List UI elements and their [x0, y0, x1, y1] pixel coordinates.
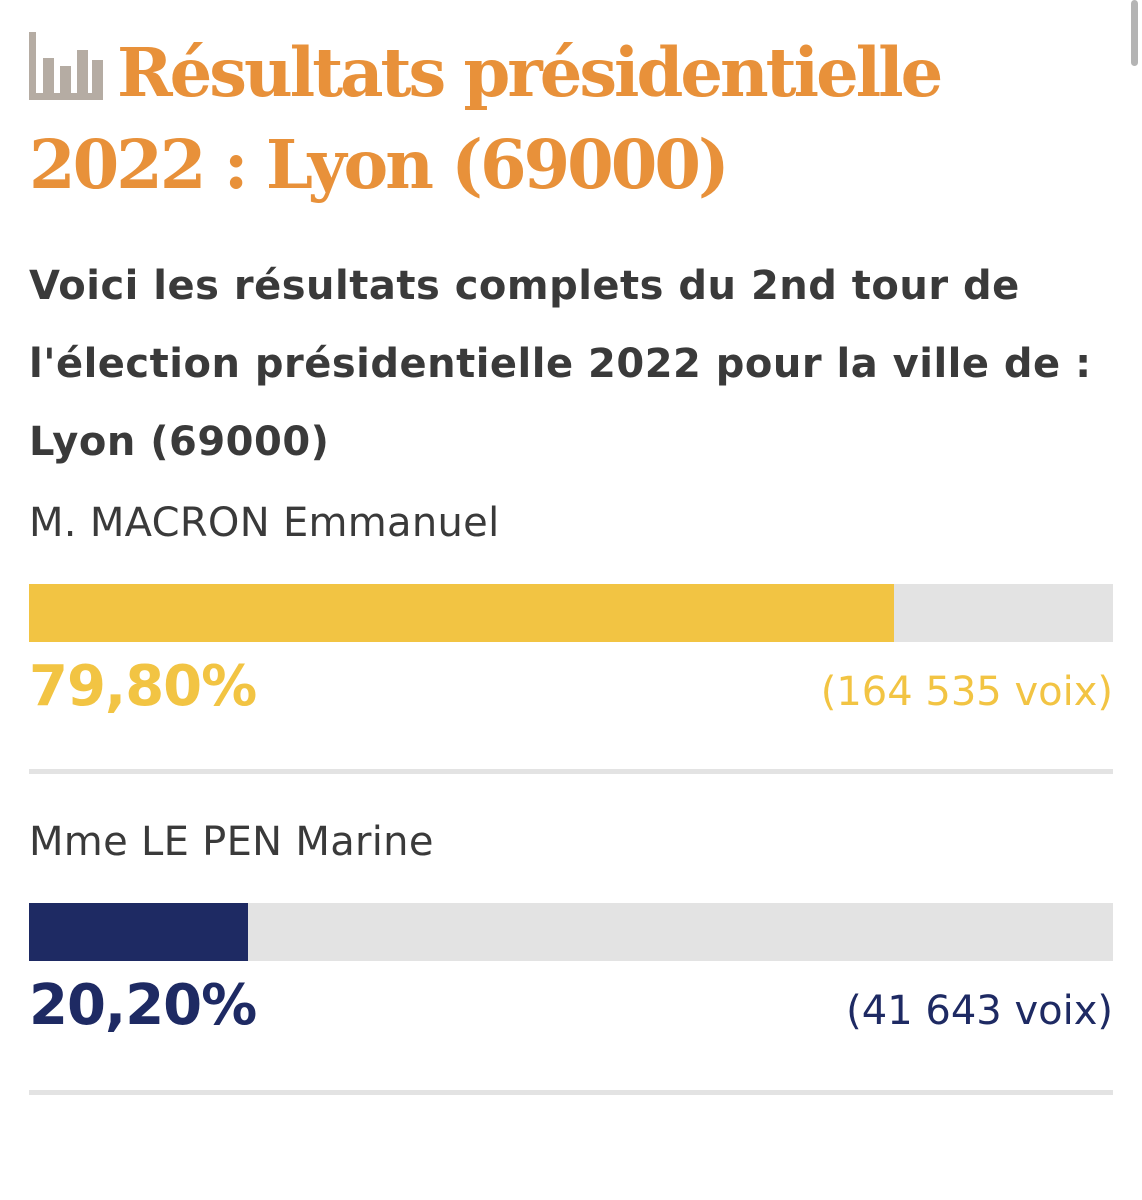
- result-bar-fill: [29, 903, 248, 961]
- results-card: Résultats présidentielle 2022 : Lyon (69…: [29, 28, 1113, 1095]
- result-bar-track: [29, 584, 1113, 642]
- divider: [29, 1090, 1113, 1095]
- candidate-le-pen: Mme LE PEN Marine 20,20% (41 643 voix): [29, 814, 1113, 1095]
- candidate-name: M. MACRON Emmanuel: [29, 500, 500, 546]
- votes-label: (41 643 voix): [846, 988, 1113, 1034]
- result-bar-track: [29, 903, 1113, 961]
- page-subtitle: Voici les résultats complets du 2nd tour…: [29, 263, 1092, 465]
- scrollbar[interactable]: [1131, 0, 1138, 66]
- page-title-text: Résultats présidentielle 2022 : Lyon (69…: [29, 33, 943, 204]
- candidate-name: Mme LE PEN Marine: [29, 819, 434, 865]
- result-bar-fill: [29, 584, 895, 642]
- result-stats: 79,80% (164 535 voix): [29, 642, 1113, 737]
- result-stats: 20,20% (41 643 voix): [29, 961, 1113, 1056]
- divider: [29, 769, 1113, 774]
- votes-label: (164 535 voix): [820, 669, 1113, 715]
- percentage-label: 79,80%: [29, 654, 257, 719]
- candidate-macron: M. MACRON Emmanuel 79,80% (164 535 voix): [29, 495, 1113, 774]
- page-title: Résultats présidentielle 2022 : Lyon (69…: [29, 28, 1113, 209]
- percentage-label: 20,20%: [29, 973, 257, 1038]
- bar-chart-icon: [29, 28, 103, 121]
